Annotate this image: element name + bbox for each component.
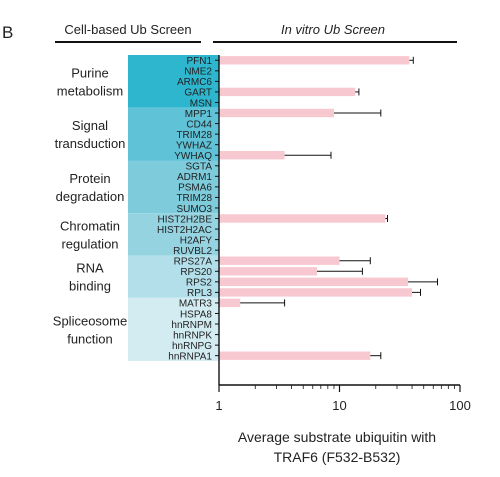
bar — [219, 288, 412, 297]
protein-label: RPL3 — [187, 288, 212, 299]
protein-label: MPP1 — [185, 109, 213, 120]
group-band — [128, 213, 219, 256]
protein-label: GART — [184, 88, 212, 99]
protein-label: MATR3 — [179, 299, 213, 310]
group-band — [128, 107, 219, 161]
protein-label: NME2 — [184, 67, 212, 78]
bar — [219, 108, 334, 118]
group-label: Spliceosome — [53, 313, 127, 328]
protein-label: SUMO3 — [176, 204, 212, 215]
protein-labels: PFN1NME2ARMC6GARTMSNMPP1CD44TRIM28YWHAZY… — [157, 56, 212, 362]
group-label: Chromatin — [60, 218, 120, 233]
x-axis-label-line-1: Average substrate ubiquitin with — [238, 429, 436, 445]
cell-based-screen-header: Cell-based Ub Screen — [64, 22, 191, 37]
protein-label: hnRNPK — [173, 330, 212, 341]
protein-label: H2AFY — [180, 235, 213, 246]
bar — [219, 277, 408, 286]
group-label: degradation — [56, 189, 125, 204]
in-vitro-screen-header: In vitro Ub Screen — [281, 22, 385, 37]
group-band — [128, 255, 219, 298]
protein-label: RPS2 — [186, 278, 213, 289]
group-label: Protein — [69, 171, 110, 186]
protein-label: YWHAQ — [174, 151, 212, 162]
protein-label: ADRM1 — [177, 172, 212, 183]
protein-label: hnRNPA1 — [168, 352, 212, 363]
bar — [219, 267, 317, 276]
bar — [219, 56, 410, 65]
protein-label: HSPA8 — [180, 309, 212, 320]
group-label: binding — [69, 279, 111, 294]
panel-letter: B — [2, 23, 13, 42]
protein-label: HIST2H2BE — [158, 214, 213, 225]
protein-label: hnRNPG — [172, 341, 212, 352]
x-tick-label: 100 — [449, 398, 471, 413]
group-label: function — [67, 331, 113, 346]
protein-label: MSN — [190, 98, 212, 109]
protein-label: SGTA — [186, 162, 213, 173]
group-label: Signal — [72, 118, 108, 133]
group-label: transduction — [55, 136, 126, 151]
protein-label: CD44 — [186, 119, 212, 130]
protein-label: RUVBL2 — [173, 246, 212, 257]
group-band — [128, 297, 219, 361]
group-band — [128, 160, 219, 214]
protein-label: RPS20 — [180, 267, 212, 278]
x-ticks: 1 10 100 — [215, 59, 471, 413]
bar — [219, 351, 371, 360]
bar — [219, 87, 356, 97]
protein-label: YWHAZ — [176, 141, 212, 152]
protein-label: HIST2H2AC — [157, 225, 212, 236]
protein-label: TRIM28 — [176, 193, 212, 204]
bar — [219, 214, 386, 223]
x-tick-label: 1 — [215, 398, 222, 413]
error-bars — [240, 56, 438, 360]
protein-label: PSMA6 — [178, 183, 212, 194]
group-label: metabolism — [57, 83, 123, 98]
protein-label: TRIM28 — [176, 130, 212, 141]
protein-label: hnRNPM — [171, 320, 212, 331]
x-axis-label-line-2: TRAF6 (F532-B532) — [274, 449, 401, 465]
bar — [219, 298, 241, 308]
protein-label: ARMC6 — [177, 77, 212, 88]
group-band — [128, 55, 219, 108]
protein-label: PFN1 — [186, 56, 212, 67]
protein-label: RPS27A — [174, 257, 213, 268]
bar — [219, 256, 340, 265]
group-labels: Purine metabolism Signal transduction Protei… — [53, 65, 127, 346]
group-label: regulation — [61, 236, 118, 251]
bars — [219, 56, 412, 360]
group-label: RNA — [76, 261, 104, 276]
x-tick-label: 10 — [332, 398, 346, 413]
bar — [219, 151, 285, 160]
group-bands — [128, 55, 219, 361]
group-label: Purine — [71, 65, 109, 80]
